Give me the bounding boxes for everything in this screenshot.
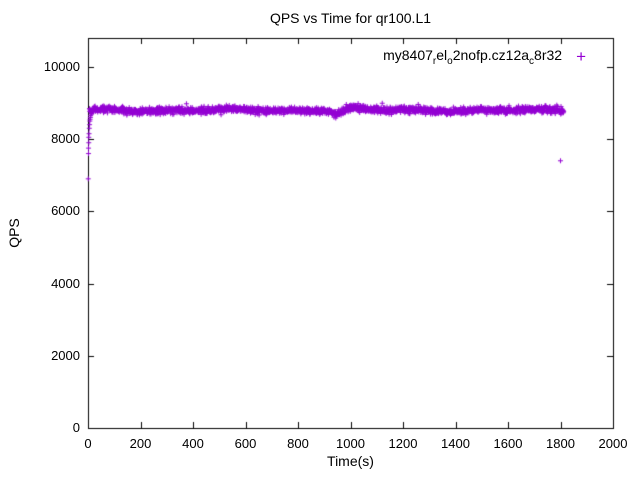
x-tick-label: 2000 [598, 436, 628, 451]
y-tick-label: 4000 [51, 275, 80, 291]
x-tick-label: 600 [234, 436, 257, 451]
x-axis-label: Time(s) [327, 453, 374, 469]
y-tick-label: 2000 [51, 347, 80, 363]
x-tick-label: 0 [84, 436, 92, 451]
y-tick-label: 0 [72, 420, 80, 435]
x-tick-label: 1800 [546, 436, 575, 451]
x-tick-label: 1000 [336, 436, 365, 451]
y-axis-label: QPS [6, 218, 22, 248]
legend: my8407relo2nofp.cz12ac8r32 + [383, 47, 586, 67]
chart-title: QPS vs Time for qr100.L1 [269, 10, 432, 26]
x-tick-label: 1400 [441, 436, 470, 451]
x-tick-label: 400 [182, 436, 204, 451]
y-tick-label: 8000 [51, 131, 80, 147]
plus-marker-icon: + [576, 46, 586, 66]
x-tick-label: 1600 [493, 436, 523, 451]
x-tick-label: 200 [129, 436, 152, 451]
legend-series-label: my8407relo2nofp.cz12ac8r32 [383, 47, 563, 67]
x-tick-label: 1200 [388, 436, 418, 451]
y-tick-label: 6000 [51, 203, 80, 219]
x-tick-label: 800 [287, 436, 309, 451]
y-tick-label: 10000 [43, 58, 80, 74]
